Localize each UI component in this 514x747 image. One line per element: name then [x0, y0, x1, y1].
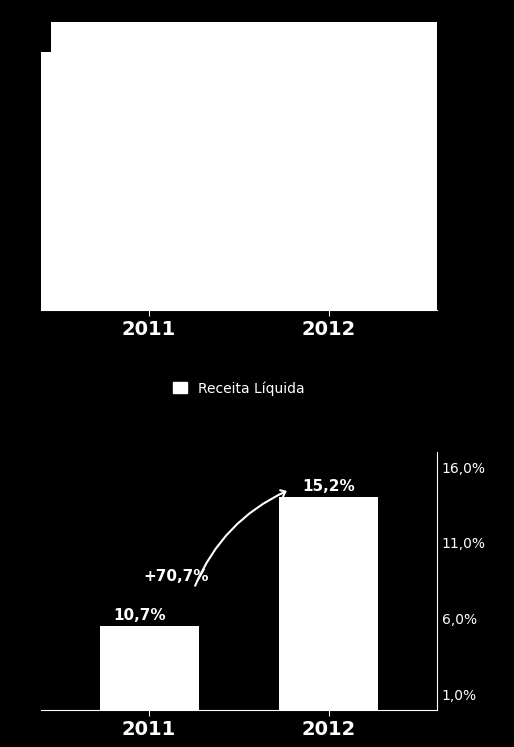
Text: 15,2%: 15,2% [303, 480, 355, 495]
Bar [100, 626, 198, 710]
Text: +70,7%: +70,7% [143, 568, 209, 583]
Bar [280, 96, 378, 310]
Bar [280, 498, 378, 710]
Text: 10,7%: 10,7% [114, 608, 167, 623]
Bar [100, 96, 198, 310]
Legend: Receita Líquida: Receita Líquida [168, 376, 310, 401]
